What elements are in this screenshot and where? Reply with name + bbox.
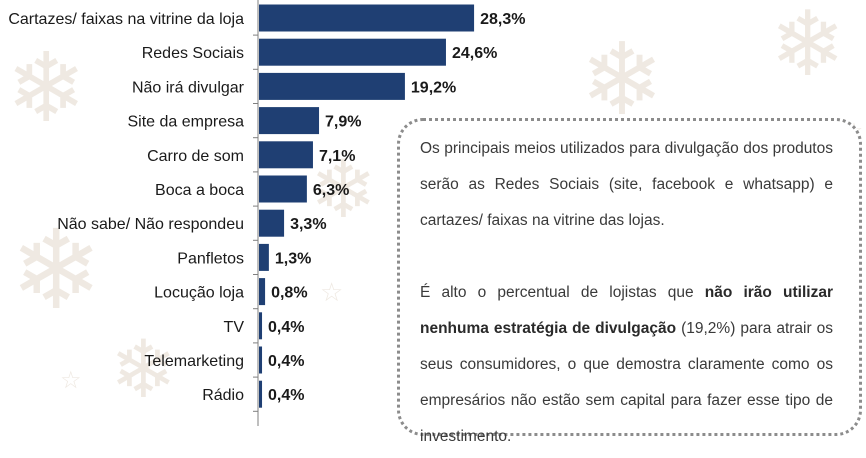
category-label: Não irá divulgar [132, 79, 245, 96]
snowflake-icon: ❄ [770, 0, 846, 97]
data-label: 19,2% [411, 79, 456, 96]
category-label: Redes Sociais [142, 45, 244, 62]
star-icon: ☆ [320, 278, 344, 308]
data-label: 24,6% [452, 45, 497, 62]
bar [259, 107, 320, 135]
bar [259, 243, 269, 271]
data-label: 1,3% [275, 250, 311, 267]
data-label: 0,4% [268, 319, 304, 336]
category-label: TV [224, 319, 245, 336]
bar [259, 380, 263, 408]
snowflake-icon: ❄ [10, 206, 103, 334]
data-label: 0,4% [268, 387, 304, 404]
category-label: Não sabe/ Não respondeu [57, 216, 244, 233]
data-label: 6,3% [313, 182, 349, 199]
category-label: Cartazes/ faixas na vitrine da loja [8, 11, 244, 28]
category-label: Site da empresa [127, 114, 244, 131]
bar [259, 38, 446, 66]
bar [259, 72, 405, 100]
data-label: 3,3% [290, 216, 326, 233]
bar [259, 312, 263, 340]
data-label: 7,1% [319, 148, 355, 165]
snowflake-icon: ❄ [6, 32, 87, 144]
data-label: 0,8% [271, 285, 307, 302]
callout-box: Os principais meios utilizados para divu… [397, 118, 862, 445]
category-label: Locução loja [154, 285, 244, 302]
data-label: 7,9% [325, 114, 361, 131]
star-icon: ☆ [60, 366, 82, 394]
category-label: Carro de som [147, 148, 244, 165]
callout-emphasis: não irão utilizar nenhuma estratégia de … [420, 284, 833, 337]
callout-text: (19,2%) para atrair os seus consumidores… [420, 320, 833, 445]
category-label: Rádio [202, 387, 244, 404]
callout-paragraph-1: Os principais meios utilizados para divu… [420, 140, 833, 229]
category-label: Panfletos [177, 250, 244, 267]
callout-text: É alto o percentual de lojistas que [420, 284, 705, 301]
data-label: 28,3% [480, 11, 525, 28]
bar [259, 141, 313, 169]
bar [259, 4, 475, 32]
snowflake-icon: ❄ [580, 21, 664, 138]
data-label: 0,4% [268, 353, 304, 370]
bar [259, 278, 266, 306]
category-label: Boca a boca [155, 182, 244, 199]
category-label: Telemarketing [144, 353, 244, 370]
bar [259, 209, 285, 237]
bar [259, 346, 263, 374]
snowflake-icon: ❄ [310, 143, 378, 236]
bar [259, 175, 307, 203]
snowflake-icon: ❄ [110, 323, 178, 416]
callout-paragraph-2: É alto o percentual de lojistas que não … [420, 275, 833, 455]
